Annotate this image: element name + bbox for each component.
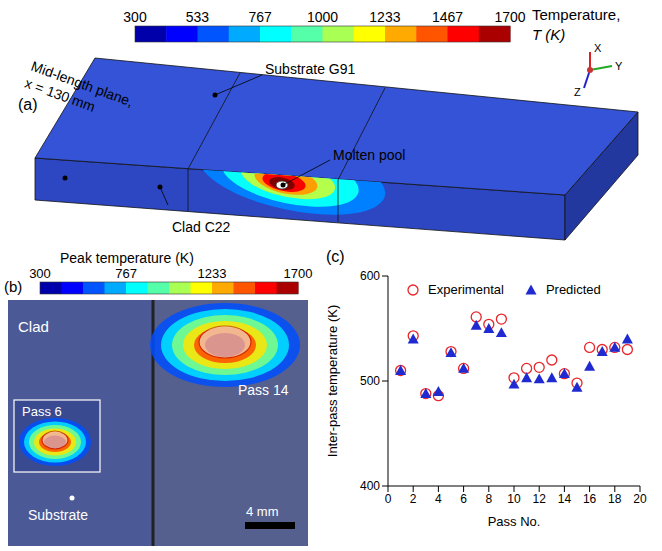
svg-text:2: 2 xyxy=(410,492,417,506)
svg-text:6: 6 xyxy=(460,492,467,506)
svg-text:Molten pool: Molten pool xyxy=(333,147,405,163)
svg-text:Peak temperature (K): Peak temperature (K) xyxy=(60,250,194,266)
svg-text:Substrate: Substrate xyxy=(28,507,88,523)
svg-text:(b): (b) xyxy=(4,278,22,295)
svg-text:Substrate G91: Substrate G91 xyxy=(265,61,355,77)
svg-text:x = 130 mm: x = 130 mm xyxy=(23,75,98,115)
svg-text:1700: 1700 xyxy=(284,266,313,281)
svg-text:14: 14 xyxy=(558,492,572,506)
svg-text:600: 600 xyxy=(360,269,380,283)
svg-text:18: 18 xyxy=(608,492,622,506)
svg-text:300: 300 xyxy=(123,9,147,25)
svg-text:300: 300 xyxy=(29,266,51,281)
svg-text:10: 10 xyxy=(507,492,521,506)
svg-text:0: 0 xyxy=(385,492,392,506)
svg-text:8: 8 xyxy=(485,492,492,506)
svg-text:T (K): T (K) xyxy=(532,26,565,43)
svg-text:Mid-length plane,: Mid-length plane, xyxy=(29,57,136,110)
svg-text:16: 16 xyxy=(583,492,597,506)
svg-text:1233: 1233 xyxy=(369,9,400,25)
svg-text:767: 767 xyxy=(115,266,137,281)
svg-text:Clad C22: Clad C22 xyxy=(172,219,231,235)
svg-text:4 mm: 4 mm xyxy=(246,504,279,519)
html-text:(c): (c) xyxy=(326,248,345,265)
svg-text:4: 4 xyxy=(435,492,442,506)
svg-text:1700: 1700 xyxy=(494,9,525,25)
svg-text:500: 500 xyxy=(360,374,380,388)
svg-text:767: 767 xyxy=(248,9,272,25)
svg-text:1000: 1000 xyxy=(307,9,338,25)
svg-text:20: 20 xyxy=(633,492,647,506)
svg-text:533: 533 xyxy=(186,9,210,25)
svg-text:Clad: Clad xyxy=(18,318,49,335)
svg-text:12: 12 xyxy=(533,492,547,506)
svg-text:Inter-pass temperature (K): Inter-pass temperature (K) xyxy=(325,305,340,457)
svg-text:Temperature,: Temperature, xyxy=(532,6,620,23)
svg-text:1467: 1467 xyxy=(432,9,463,25)
svg-text:Z: Z xyxy=(574,86,581,98)
html-text:Predicted: Predicted xyxy=(545,282,601,297)
svg-text:(a): (a) xyxy=(18,96,38,113)
html-text:Experimental: Experimental xyxy=(428,282,504,297)
svg-text:Pass 6: Pass 6 xyxy=(22,404,62,419)
svg-text:Pass No.: Pass No. xyxy=(488,514,541,529)
svg-text:X: X xyxy=(594,42,602,54)
svg-text:Pass 14: Pass 14 xyxy=(238,382,289,398)
svg-text:Y: Y xyxy=(615,60,623,72)
svg-text:400: 400 xyxy=(360,479,380,493)
svg-text:1233: 1233 xyxy=(197,266,226,281)
